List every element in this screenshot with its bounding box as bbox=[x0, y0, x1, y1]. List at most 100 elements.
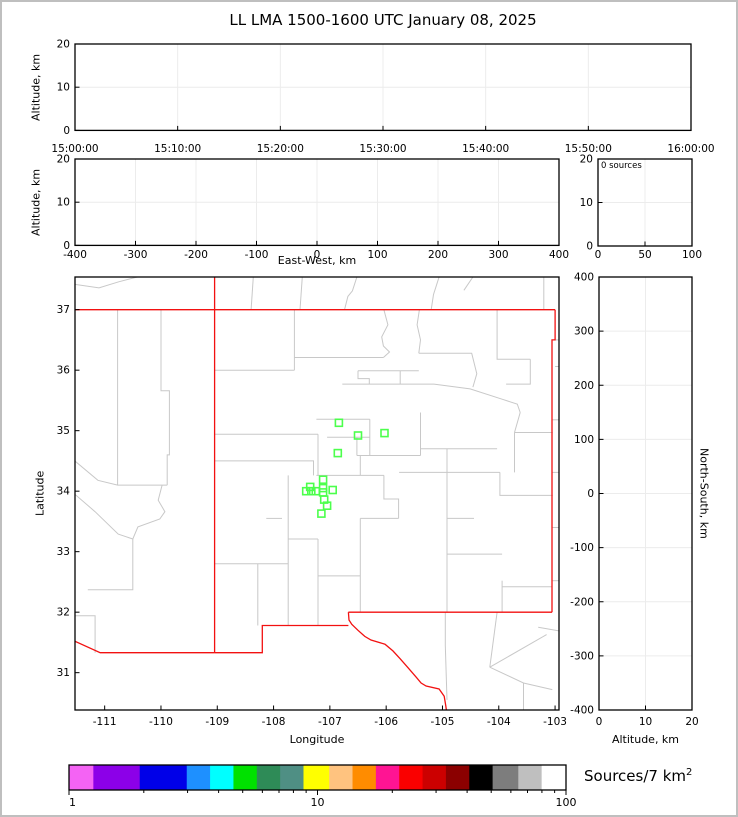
lon-tick-label: -110 bbox=[149, 716, 173, 728]
ew-tick-label: 100 bbox=[367, 249, 387, 261]
time-tick-label: 16:00:00 bbox=[667, 143, 714, 155]
time-tick-label: 15:10:00 bbox=[154, 143, 201, 155]
lma-source-point bbox=[301, 486, 311, 496]
altitude-axis-label-ns: Altitude, km bbox=[611, 733, 680, 746]
lat-tick-label: 32 bbox=[57, 607, 70, 619]
colorbar-segment bbox=[233, 765, 258, 790]
county-line bbox=[160, 309, 170, 486]
lma-source-point bbox=[328, 485, 338, 495]
altitude-tick-label: 10 bbox=[57, 197, 70, 209]
colorbar-segment bbox=[139, 765, 188, 790]
lon-tick-label: -103 bbox=[543, 716, 567, 728]
colorbar-segment bbox=[303, 765, 330, 790]
lon-tick-label: -107 bbox=[318, 716, 342, 728]
state-border-line bbox=[75, 640, 215, 654]
county-line bbox=[342, 383, 521, 413]
colorbar-segment bbox=[280, 765, 304, 790]
lat-tick-label: 34 bbox=[57, 486, 71, 498]
time-tick-label: 15:20:00 bbox=[257, 143, 304, 155]
ns-tick-label: 100 bbox=[574, 434, 594, 446]
colorbar-segment bbox=[422, 765, 447, 790]
lon-tick-label: -106 bbox=[374, 716, 398, 728]
ew-tick-label: -400 bbox=[63, 249, 87, 261]
ns-tick-label: 200 bbox=[574, 380, 594, 392]
stats-x-tick-label: 50 bbox=[638, 249, 651, 261]
time-tick-label: 15:00:00 bbox=[51, 143, 98, 155]
altitude-tick-label: 0 bbox=[63, 125, 70, 137]
ns-tick-label: 400 bbox=[574, 272, 594, 284]
stats-y-tick-label: 10 bbox=[580, 197, 593, 209]
stats-y-tick-label: 20 bbox=[580, 154, 593, 166]
colorbar-segment bbox=[445, 765, 470, 790]
lon-tick-label: -104 bbox=[487, 716, 511, 728]
lon-tick-label: -105 bbox=[431, 716, 455, 728]
colorbar-label: Sources/7 km2 bbox=[584, 767, 693, 785]
state-border-line bbox=[347, 612, 448, 710]
colorbar-segment bbox=[492, 765, 519, 790]
colorbar-segment bbox=[256, 765, 281, 790]
lat-tick-label: 33 bbox=[57, 546, 70, 558]
county-line bbox=[506, 359, 531, 385]
colorbar-segment bbox=[469, 765, 494, 790]
county-line bbox=[75, 460, 168, 486]
county-line bbox=[489, 634, 547, 668]
county-line bbox=[499, 472, 553, 496]
stats-x-tick-label: 100 bbox=[682, 249, 702, 261]
colorbar-tick-label: 10 bbox=[311, 796, 325, 809]
lma-source-point bbox=[318, 475, 328, 485]
state-border-line bbox=[214, 624, 349, 654]
county-line bbox=[538, 626, 559, 632]
ns-tick-label: 0 bbox=[587, 488, 594, 500]
lma-source-point bbox=[322, 501, 332, 511]
ns-tick-label: -300 bbox=[570, 650, 594, 662]
county-line bbox=[418, 352, 478, 388]
altitude-axis-label-top: Altitude, km bbox=[29, 53, 43, 122]
source-count-text: 0 sources bbox=[601, 161, 642, 171]
time-tick-label: 15:30:00 bbox=[359, 143, 406, 155]
colorbar-segment bbox=[329, 765, 354, 790]
lma-source-point bbox=[306, 486, 316, 496]
lma-source-point bbox=[333, 448, 343, 458]
lma-source-point bbox=[334, 418, 344, 428]
ew-tick-label: 400 bbox=[549, 249, 569, 261]
ns-tick-label: -400 bbox=[570, 705, 594, 717]
ns-tick-label: 300 bbox=[574, 326, 594, 338]
lon-tick-label: -111 bbox=[93, 716, 117, 728]
alt-tick-label: 20 bbox=[685, 716, 698, 728]
ew-tick-label: -100 bbox=[245, 249, 269, 261]
stats-y-tick-label: 0 bbox=[586, 241, 593, 253]
colorbar-segment bbox=[375, 765, 400, 790]
county-line bbox=[444, 612, 448, 700]
ew-tick-label: 200 bbox=[428, 249, 448, 261]
county-line bbox=[75, 484, 166, 540]
ns-tick-label: -100 bbox=[570, 542, 594, 554]
ew-tick-label: 300 bbox=[488, 249, 508, 261]
altitude-axis-label-ew: Altitude, km bbox=[29, 168, 43, 237]
colorbar-segment bbox=[518, 765, 543, 790]
colorbar-segment bbox=[399, 765, 424, 790]
county-line bbox=[299, 277, 303, 310]
colorbar-tick-label: 100 bbox=[556, 796, 577, 809]
county-line bbox=[214, 460, 314, 476]
county-line bbox=[75, 277, 138, 289]
county-line bbox=[514, 412, 521, 433]
lat-tick-label: 36 bbox=[57, 365, 71, 377]
ew-tick-label: 0 bbox=[314, 249, 321, 261]
county-line bbox=[489, 612, 498, 668]
longitude-axis-label: Longitude bbox=[289, 733, 345, 746]
county-line bbox=[87, 539, 134, 591]
alt-tick-label: 10 bbox=[639, 716, 652, 728]
altitude-tick-label: 20 bbox=[57, 154, 70, 166]
colorbar-tick-label: 1 bbox=[69, 796, 76, 809]
state-border-line bbox=[551, 309, 556, 613]
altitude-tick-label: 0 bbox=[63, 240, 70, 252]
colorbar-segment bbox=[210, 765, 234, 790]
county-line bbox=[357, 370, 370, 385]
ew-tick-label: -300 bbox=[124, 249, 148, 261]
colorbar-segment bbox=[541, 765, 567, 790]
colorbar-segment bbox=[186, 765, 211, 790]
lma-source-point bbox=[317, 509, 326, 518]
map-layer bbox=[75, 277, 559, 710]
